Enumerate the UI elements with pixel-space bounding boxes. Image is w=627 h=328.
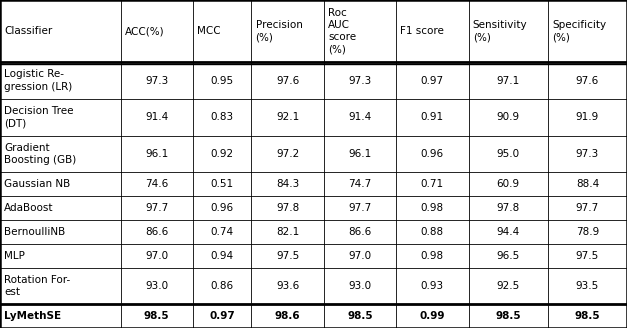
- Text: 0.51: 0.51: [211, 179, 234, 189]
- Text: 0.93: 0.93: [421, 281, 444, 291]
- Text: Gradient
Boosting (GB): Gradient Boosting (GB): [4, 143, 76, 165]
- Text: 92.5: 92.5: [497, 281, 520, 291]
- Text: 74.7: 74.7: [349, 179, 372, 189]
- Text: Classifier: Classifier: [4, 26, 53, 36]
- Text: 0.74: 0.74: [211, 227, 234, 237]
- Text: 60.9: 60.9: [497, 179, 520, 189]
- Text: 0.83: 0.83: [211, 112, 234, 122]
- Text: Precision
(%): Precision (%): [256, 20, 302, 42]
- Text: 97.8: 97.8: [497, 203, 520, 213]
- Text: 97.0: 97.0: [349, 251, 372, 261]
- Text: 78.9: 78.9: [576, 227, 599, 237]
- Text: 91.4: 91.4: [145, 112, 169, 122]
- Text: 0.95: 0.95: [211, 76, 234, 86]
- Text: 97.6: 97.6: [576, 76, 599, 86]
- Text: 97.3: 97.3: [576, 149, 599, 159]
- Text: 98.6: 98.6: [275, 311, 300, 321]
- Text: 0.92: 0.92: [211, 149, 234, 159]
- Text: 97.7: 97.7: [576, 203, 599, 213]
- Text: 97.0: 97.0: [145, 251, 168, 261]
- Text: 93.6: 93.6: [276, 281, 299, 291]
- Text: Roc
AUC
score
(%): Roc AUC score (%): [328, 8, 356, 55]
- Text: 98.5: 98.5: [347, 311, 373, 321]
- Text: BernoulliNB: BernoulliNB: [4, 227, 65, 237]
- Text: 0.71: 0.71: [421, 179, 444, 189]
- Text: 90.9: 90.9: [497, 112, 520, 122]
- Text: 97.7: 97.7: [349, 203, 372, 213]
- Text: Logistic Re-
gression (LR): Logistic Re- gression (LR): [4, 70, 72, 92]
- Text: 92.1: 92.1: [276, 112, 299, 122]
- Text: 84.3: 84.3: [276, 179, 299, 189]
- Text: 0.96: 0.96: [421, 149, 444, 159]
- Text: 86.6: 86.6: [145, 227, 169, 237]
- Text: LyMethSE: LyMethSE: [4, 311, 61, 321]
- Text: 97.3: 97.3: [145, 76, 169, 86]
- Text: 88.4: 88.4: [576, 179, 599, 189]
- Text: 96.1: 96.1: [349, 149, 372, 159]
- Text: 91.4: 91.4: [349, 112, 372, 122]
- Text: 0.86: 0.86: [211, 281, 234, 291]
- Text: 96.5: 96.5: [497, 251, 520, 261]
- Text: ACC(%): ACC(%): [125, 26, 164, 36]
- Text: 0.99: 0.99: [419, 311, 445, 321]
- Text: Rotation For-
est: Rotation For- est: [4, 275, 70, 297]
- Text: 97.5: 97.5: [576, 251, 599, 261]
- Text: 97.7: 97.7: [145, 203, 169, 213]
- Text: 98.5: 98.5: [574, 311, 600, 321]
- Text: 82.1: 82.1: [276, 227, 299, 237]
- Text: 96.1: 96.1: [145, 149, 169, 159]
- Text: 91.9: 91.9: [576, 112, 599, 122]
- Text: 0.97: 0.97: [421, 76, 444, 86]
- Text: 97.2: 97.2: [276, 149, 299, 159]
- Text: 93.0: 93.0: [349, 281, 372, 291]
- Text: 0.98: 0.98: [421, 251, 444, 261]
- Text: 93.0: 93.0: [145, 281, 168, 291]
- Text: 0.97: 0.97: [209, 311, 235, 321]
- Text: 98.5: 98.5: [495, 311, 521, 321]
- Text: 86.6: 86.6: [349, 227, 372, 237]
- Text: 97.6: 97.6: [276, 76, 299, 86]
- Text: MCC: MCC: [197, 26, 221, 36]
- Text: Sensitivity
(%): Sensitivity (%): [473, 20, 527, 42]
- Text: 95.0: 95.0: [497, 149, 520, 159]
- Text: 94.4: 94.4: [497, 227, 520, 237]
- Text: AdaBoost: AdaBoost: [4, 203, 54, 213]
- Text: Gaussian NB: Gaussian NB: [4, 179, 70, 189]
- Text: 0.91: 0.91: [421, 112, 444, 122]
- Text: 0.96: 0.96: [211, 203, 234, 213]
- Text: 97.1: 97.1: [497, 76, 520, 86]
- Text: 74.6: 74.6: [145, 179, 169, 189]
- Text: Decision Tree
(DT): Decision Tree (DT): [4, 106, 73, 129]
- Text: F1 score: F1 score: [400, 26, 444, 36]
- Text: 98.5: 98.5: [144, 311, 169, 321]
- Text: 97.5: 97.5: [276, 251, 299, 261]
- Text: 0.94: 0.94: [211, 251, 234, 261]
- Text: 93.5: 93.5: [576, 281, 599, 291]
- Text: MLP: MLP: [4, 251, 25, 261]
- Text: 0.98: 0.98: [421, 203, 444, 213]
- Text: Specificity
(%): Specificity (%): [552, 20, 606, 42]
- Text: 97.3: 97.3: [349, 76, 372, 86]
- Text: 0.88: 0.88: [421, 227, 444, 237]
- Text: 97.8: 97.8: [276, 203, 299, 213]
